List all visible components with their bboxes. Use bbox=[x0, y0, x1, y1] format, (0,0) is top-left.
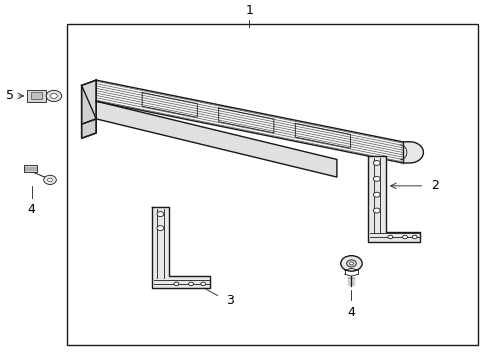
Polygon shape bbox=[96, 80, 402, 163]
Circle shape bbox=[188, 282, 193, 285]
Text: 4: 4 bbox=[347, 306, 355, 319]
Circle shape bbox=[46, 90, 61, 102]
Circle shape bbox=[50, 94, 57, 98]
Circle shape bbox=[346, 260, 356, 267]
Circle shape bbox=[201, 282, 205, 285]
Bar bbox=[67, 24, 477, 345]
Circle shape bbox=[340, 256, 362, 271]
Circle shape bbox=[349, 262, 353, 265]
Bar bbox=[31, 93, 41, 99]
Bar bbox=[24, 166, 37, 172]
Circle shape bbox=[157, 212, 163, 216]
Circle shape bbox=[174, 282, 179, 285]
Circle shape bbox=[372, 176, 379, 181]
Polygon shape bbox=[81, 85, 96, 138]
Text: 1: 1 bbox=[245, 4, 253, 17]
Polygon shape bbox=[402, 142, 423, 163]
Circle shape bbox=[47, 178, 52, 182]
Circle shape bbox=[387, 235, 392, 239]
Polygon shape bbox=[81, 80, 96, 124]
Text: 2: 2 bbox=[430, 179, 438, 192]
Polygon shape bbox=[368, 156, 419, 242]
Circle shape bbox=[43, 175, 56, 184]
Circle shape bbox=[157, 226, 163, 231]
Polygon shape bbox=[152, 207, 210, 288]
Text: 3: 3 bbox=[225, 294, 233, 307]
Polygon shape bbox=[96, 101, 336, 177]
Circle shape bbox=[372, 161, 379, 166]
Circle shape bbox=[372, 208, 379, 213]
Polygon shape bbox=[81, 119, 96, 138]
Bar bbox=[27, 90, 45, 102]
Circle shape bbox=[411, 235, 416, 239]
Text: 5: 5 bbox=[6, 90, 14, 103]
Circle shape bbox=[372, 192, 379, 197]
Circle shape bbox=[402, 235, 407, 239]
Text: 4: 4 bbox=[27, 203, 36, 216]
